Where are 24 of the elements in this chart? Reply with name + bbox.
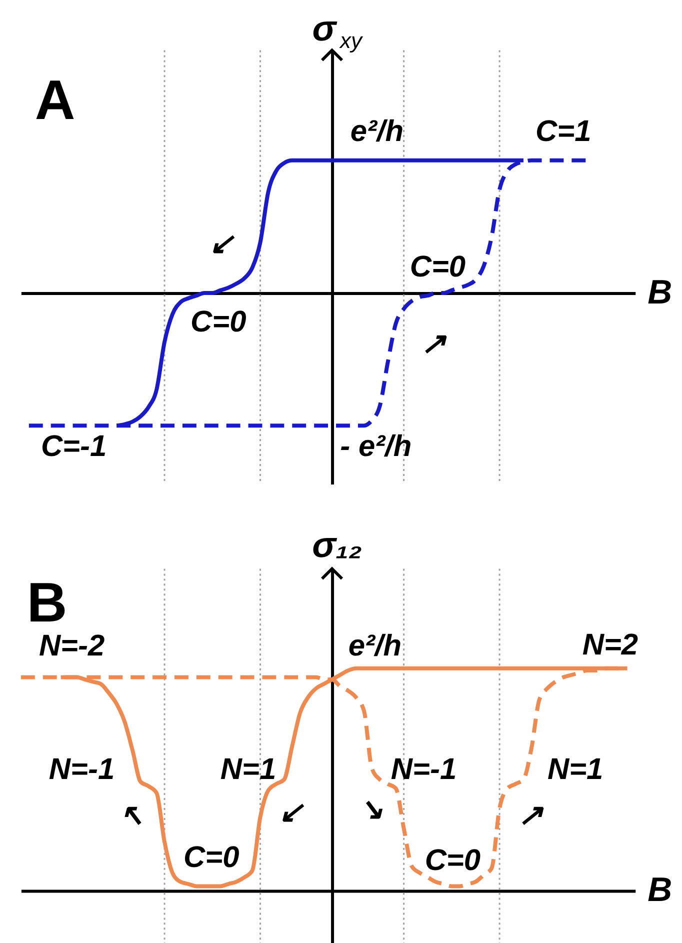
annotation: C=0 <box>410 250 466 284</box>
chart-title: A <box>34 68 76 132</box>
y-axis-title: σ₁₂ <box>312 524 362 565</box>
annotation: ↖ <box>119 798 144 832</box>
text: C=1 <box>535 114 592 148</box>
annotation: ↗ <box>421 327 448 360</box>
annotation: N=-1 <box>48 753 115 786</box>
x-axis-title: B <box>648 273 672 312</box>
annotation: ↗ <box>518 798 544 832</box>
annotation: N=1 <box>547 753 604 786</box>
x-axis-title: B <box>648 871 672 910</box>
annotation: C=0 <box>424 844 481 877</box>
text: e²/h <box>348 629 402 662</box>
text: - e²/h <box>340 430 412 464</box>
annotation: N=1 <box>220 753 276 786</box>
text: C=-1 <box>40 430 107 464</box>
annotation: C=0 <box>190 305 247 338</box>
annotation: ↙ <box>278 796 305 829</box>
annotation: ↙ <box>208 228 235 261</box>
annotation: ↘ <box>358 792 384 826</box>
text: e²/h <box>350 114 404 148</box>
annotation: N=-1 <box>390 753 457 786</box>
annotation: C=0 <box>184 840 240 874</box>
text: N=2 <box>582 628 638 662</box>
